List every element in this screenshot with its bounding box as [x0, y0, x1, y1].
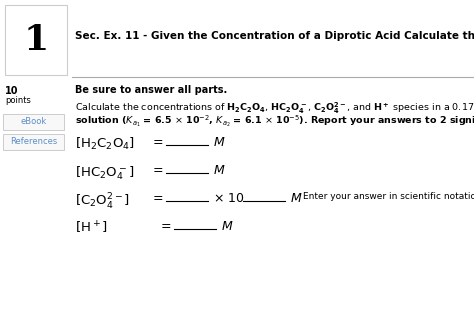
Text: References: References [10, 138, 57, 147]
Text: $[\mathrm{HC_2O_4^-}]$: $[\mathrm{HC_2O_4^-}]$ [75, 164, 134, 182]
Text: $\times$ 10: $\times$ 10 [213, 192, 245, 205]
Text: $[\mathrm{H^+}]$: $[\mathrm{H^+}]$ [75, 220, 108, 236]
Text: $M$: $M$ [213, 136, 226, 149]
Text: 10: 10 [5, 86, 18, 96]
Text: $M$: $M$ [213, 164, 226, 177]
Text: =: = [153, 192, 164, 205]
FancyBboxPatch shape [3, 114, 64, 130]
Text: Sec. Ex. 11 - Given the Concentration of a Diprotic Acid Calculate the Concentra: Sec. Ex. 11 - Given the Concentration of… [75, 31, 474, 41]
FancyBboxPatch shape [5, 5, 67, 75]
Text: Calculate the concentrations of $\mathbf{H_2C_2O_4}$, $\mathbf{HC_2O_4^-}$, $\ma: Calculate the concentrations of $\mathbf… [75, 101, 474, 116]
Text: 1: 1 [23, 23, 49, 57]
Text: =: = [153, 164, 164, 177]
Text: Be sure to answer all parts.: Be sure to answer all parts. [75, 85, 227, 95]
Text: =: = [161, 220, 172, 233]
Text: $[\mathrm{H_2C_2O_4}]$: $[\mathrm{H_2C_2O_4}]$ [75, 136, 135, 152]
Text: solution ($K_{a_1}$ = 6.5 $\times$ 10$^{-2}$, $K_{a_2}$ = 6.1 $\times$ 10$^{-5}$: solution ($K_{a_1}$ = 6.5 $\times$ 10$^{… [75, 114, 474, 129]
Text: $[\mathrm{C_2O_4^{2-}}]$: $[\mathrm{C_2O_4^{2-}}]$ [75, 192, 130, 212]
Text: $M$: $M$ [290, 192, 302, 205]
Text: points: points [5, 96, 31, 105]
Text: Enter your answer in scientific notation.: Enter your answer in scientific notation… [303, 192, 474, 201]
Text: eBook: eBook [20, 117, 46, 126]
Text: $M$: $M$ [221, 220, 234, 233]
Text: =: = [153, 136, 164, 149]
FancyBboxPatch shape [3, 134, 64, 150]
